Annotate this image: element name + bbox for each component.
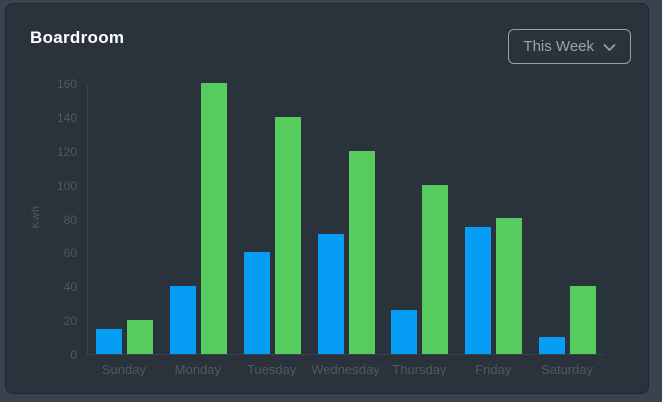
bar-blue-saturday[interactable] [538,337,565,354]
bar-blue-thursday[interactable] [391,310,418,354]
y-tick-label: 80 [63,213,77,227]
card-title: Boardroom [30,28,125,47]
bar-blue-sunday[interactable] [96,329,123,354]
x-axis-label-tuesday: Tuesday [246,362,297,377]
bar-green-thursday[interactable] [422,185,449,354]
period-dropdown-label: This Week [523,38,594,55]
bar-green-tuesday[interactable] [274,117,301,354]
y-tick-label: 20 [63,314,77,328]
y-tick-label: 40 [63,280,77,294]
bar-group-friday [457,84,531,354]
x-axis-label-friday: Friday [475,362,512,377]
bar-group-monday [162,83,236,354]
bar-groups [88,83,604,354]
bar-blue-wednesday[interactable] [317,234,344,354]
y-tick-label: 0 [70,348,77,362]
y-tick-label: 120 [56,145,77,159]
bar-green-sunday[interactable] [127,320,154,354]
y-tick-label: 140 [56,111,77,125]
bar-green-monday[interactable] [201,83,228,354]
bar-group-tuesday [235,84,309,354]
bar-green-wednesday[interactable] [348,151,375,354]
bar-chart: Kwh 160 140 120 100 80 60 40 20 0 Sunday Monday Tu… [6,4,648,393]
bar-blue-tuesday[interactable] [243,252,270,354]
card-header: Boardroom This Week [6,4,648,74]
y-tick-label: 100 [56,179,77,193]
boardroom-card: Boardroom This Week Kwh 160 140 120 100 80 60… [5,3,649,394]
chevron-down-icon [603,43,616,52]
x-axis-label-sunday: Sunday [101,362,146,377]
bar-group-sunday [88,84,162,354]
x-axis-label-wednesday: Wednesday [311,362,380,377]
bar-group-saturday [530,84,604,354]
y-tick-label: 160 [56,77,77,91]
period-dropdown[interactable]: This Week [508,29,631,64]
x-axis-label-thursday: Thursday [392,362,447,377]
bar-blue-friday[interactable] [464,227,491,354]
bar-group-wednesday [309,84,383,354]
bar-green-saturday[interactable] [569,286,596,354]
y-tick-label: 60 [63,246,77,260]
x-axis-label-saturday: Saturday [541,362,594,377]
plot-area [87,83,604,355]
x-axis-label-monday: Monday [174,362,221,377]
bar-group-thursday [383,84,457,354]
bar-green-friday[interactable] [495,218,522,354]
bar-blue-monday[interactable] [170,286,197,354]
x-axis-labels: Sunday Monday Tuesday Wednesday Thursday Frid… [87,362,604,377]
